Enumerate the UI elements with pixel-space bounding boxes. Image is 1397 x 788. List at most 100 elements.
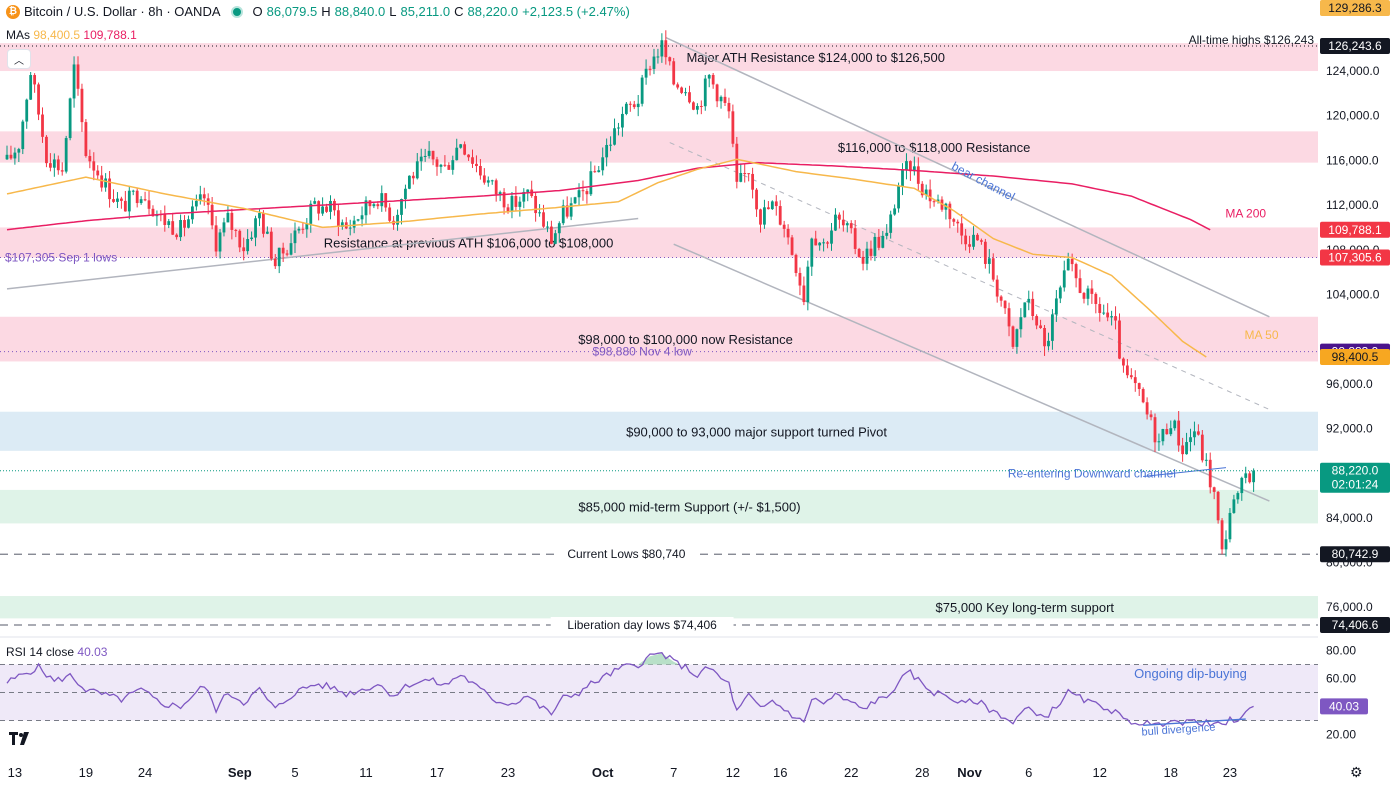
candle-down[interactable] <box>230 212 234 230</box>
candle-down[interactable] <box>56 159 60 171</box>
candle-down[interactable] <box>952 219 956 222</box>
candle-down[interactable] <box>968 244 971 247</box>
candle-up[interactable] <box>695 105 699 110</box>
candle-down[interactable] <box>1003 300 1007 309</box>
candle-down[interactable] <box>1122 358 1125 366</box>
candle-up[interactable] <box>806 266 810 303</box>
candle-down[interactable] <box>542 212 545 227</box>
symbol-title[interactable]: Bitcoin / U.S. Dollar · 8h · OANDA <box>24 4 221 19</box>
candle-up[interactable] <box>222 222 226 233</box>
candle-down[interactable] <box>759 209 762 225</box>
candle-down[interactable] <box>869 248 873 256</box>
candle-up[interactable] <box>277 247 281 267</box>
candle-down[interactable] <box>376 204 380 207</box>
candle-down[interactable] <box>948 203 952 220</box>
candle-down[interactable] <box>550 226 553 244</box>
candle-up[interactable] <box>5 154 9 160</box>
candle-up[interactable] <box>167 221 171 225</box>
candle-down[interactable] <box>688 92 691 103</box>
candle-down[interactable] <box>755 189 758 210</box>
candle-down[interactable] <box>991 258 995 280</box>
candle-up[interactable] <box>29 75 33 100</box>
candle-down[interactable] <box>960 223 964 236</box>
candle-down[interactable] <box>766 207 770 210</box>
candle-down[interactable] <box>735 143 739 182</box>
candle-up[interactable] <box>25 99 29 122</box>
candle-up[interactable] <box>609 144 612 146</box>
candle-up[interactable] <box>289 243 293 255</box>
candle-down[interactable] <box>1125 365 1129 376</box>
candle-up[interactable] <box>972 234 975 247</box>
candle-down[interactable] <box>743 172 747 174</box>
candle-down[interactable] <box>1090 288 1094 294</box>
candle-down[interactable] <box>727 102 731 112</box>
candle-up[interactable] <box>246 239 250 252</box>
candle-up[interactable] <box>187 219 190 228</box>
candle-down[interactable] <box>798 272 802 286</box>
candle-down[interactable] <box>711 74 715 85</box>
candle-down[interactable] <box>479 165 482 176</box>
candle-up[interactable] <box>427 150 431 156</box>
candle-down[interactable] <box>877 236 881 248</box>
candle-down[interactable] <box>1106 312 1110 318</box>
candle-up[interactable] <box>1169 428 1173 435</box>
candle-up[interactable] <box>1051 314 1054 341</box>
candle-up[interactable] <box>601 157 605 171</box>
candle-up[interactable] <box>194 200 198 207</box>
candle-up[interactable] <box>1062 270 1066 288</box>
candle-down[interactable] <box>853 228 857 249</box>
candle-down[interactable] <box>857 248 861 257</box>
candle-down[interactable] <box>435 159 439 167</box>
candle-up[interactable] <box>400 199 403 215</box>
candle-up[interactable] <box>1015 329 1019 347</box>
candle-up[interactable] <box>893 208 897 215</box>
candle-up[interactable] <box>407 175 411 189</box>
candle-down[interactable] <box>202 194 206 199</box>
candle-down[interactable] <box>112 199 115 202</box>
candle-down[interactable] <box>723 96 727 103</box>
candle-up[interactable] <box>822 242 826 244</box>
candle-up[interactable] <box>68 98 72 139</box>
candle-down[interactable] <box>273 258 277 267</box>
candle-up[interactable] <box>818 242 822 246</box>
candle-up[interactable] <box>1110 316 1113 318</box>
candle-down[interactable] <box>648 68 652 70</box>
candle-down[interactable] <box>1149 414 1153 418</box>
candle-up[interactable] <box>72 64 76 99</box>
ma50-line[interactable] <box>6 158 1207 358</box>
candle-down[interactable] <box>628 103 632 105</box>
candle-up[interactable] <box>254 218 257 238</box>
candle-down[interactable] <box>214 225 218 252</box>
candle-down[interactable] <box>909 161 912 172</box>
collapse-legend-button[interactable]: ︿ <box>7 49 31 69</box>
candle-up[interactable] <box>885 232 889 236</box>
candle-up[interactable] <box>624 103 628 114</box>
candle-down[interactable] <box>715 84 719 102</box>
candle-up[interactable] <box>1086 288 1090 299</box>
candle-down[interactable] <box>1078 278 1082 293</box>
rsi-legend[interactable]: RSI 14 close 40.03 <box>6 645 107 659</box>
candle-up[interactable] <box>139 199 143 204</box>
candle-down[interactable] <box>747 173 751 175</box>
candle-down[interactable] <box>467 154 470 158</box>
candle-up[interactable] <box>652 56 656 69</box>
candle-down[interactable] <box>80 88 84 123</box>
candle-down[interactable] <box>786 228 790 238</box>
candle-down[interactable] <box>1165 429 1169 435</box>
candle-up[interactable] <box>1232 499 1236 513</box>
candle-down[interactable] <box>163 214 167 225</box>
candle-up[interactable] <box>1236 493 1240 500</box>
candle-down[interactable] <box>782 224 786 229</box>
candle-up[interactable] <box>569 203 573 217</box>
candle-up[interactable] <box>258 213 261 219</box>
candle-down[interactable] <box>269 231 273 259</box>
candle-up[interactable] <box>1189 437 1192 443</box>
candle-down[interactable] <box>325 206 328 212</box>
candle-up[interactable] <box>1058 287 1062 299</box>
candle-down[interactable] <box>336 210 340 227</box>
candle-down[interactable] <box>593 171 597 173</box>
candle-up[interactable] <box>360 215 364 220</box>
candle-down[interactable] <box>668 57 672 62</box>
candle-up[interactable] <box>621 113 624 128</box>
candle-up[interactable] <box>1027 298 1031 303</box>
